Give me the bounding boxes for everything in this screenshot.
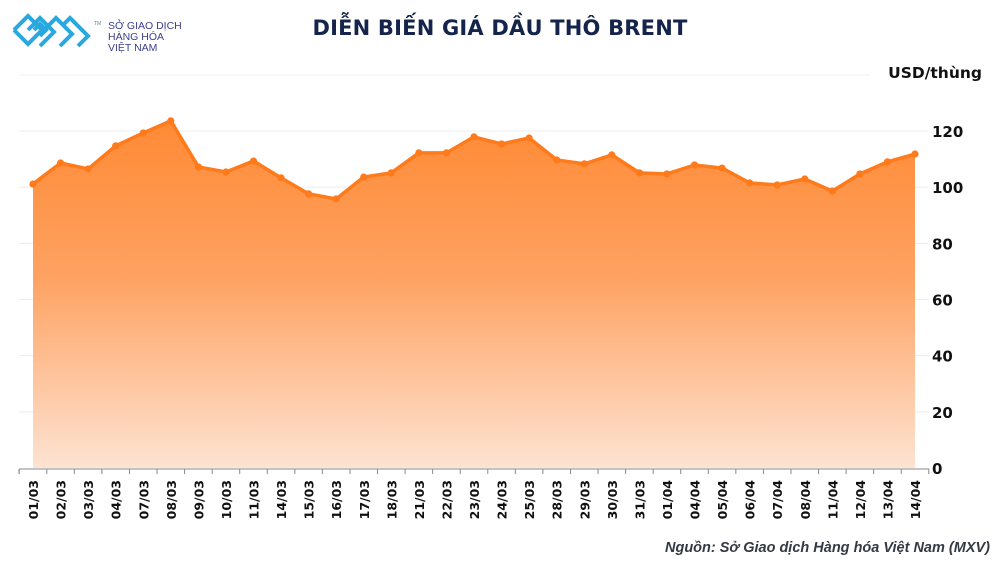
data-point	[277, 174, 285, 182]
x-tick-label: 01/04	[660, 480, 675, 520]
area-fill	[33, 120, 915, 468]
trademark-label: TM	[94, 21, 102, 27]
y-tick-label: 100	[932, 179, 963, 197]
x-tick-label: 10/03	[219, 480, 234, 519]
y-axis: 0 20 40 60 80 100 120	[932, 123, 963, 478]
y-tick-label: 20	[932, 404, 953, 422]
x-tick-label: 07/03	[136, 480, 151, 519]
source-note: Nguồn: Sở Giao dịch Hàng hóa Việt Nam (M…	[665, 540, 990, 556]
data-point	[828, 187, 836, 195]
logo-line-2: HÀNG HÓA	[108, 31, 165, 43]
x-tick-label: 06/04	[743, 480, 758, 520]
data-point	[112, 142, 120, 150]
data-point	[84, 165, 92, 173]
x-tick-label: 29/03	[577, 480, 592, 519]
x-tick-label: 01/03	[26, 480, 41, 519]
data-point	[139, 129, 147, 137]
data-point	[635, 169, 643, 177]
data-point	[222, 168, 230, 176]
data-point	[856, 170, 864, 178]
x-tick-label: 30/03	[605, 480, 620, 519]
data-point	[29, 180, 37, 188]
x-tick-label: 24/03	[495, 480, 510, 519]
data-point	[56, 159, 65, 167]
y-axis-unit-label: USD/thùng	[888, 64, 982, 82]
x-tick-label: 11/04	[825, 480, 840, 520]
x-tick-label: 08/03	[164, 480, 179, 519]
x-tick-label: 04/03	[109, 480, 124, 519]
x-tick-label: 13/04	[880, 480, 895, 520]
x-tick-label: 25/03	[522, 480, 537, 519]
data-point	[387, 169, 395, 177]
x-tick-label: 14/04	[908, 480, 923, 520]
data-point	[801, 175, 809, 183]
data-point	[608, 151, 616, 159]
data-point	[553, 156, 561, 164]
data-point	[525, 134, 533, 142]
x-tick-label: 21/03	[412, 480, 427, 519]
data-point	[167, 117, 175, 125]
data-point	[442, 149, 451, 157]
data-point	[746, 179, 754, 187]
x-tick-label: 07/04	[770, 480, 785, 520]
chart-title: DIỄN BIẾN GIÁ DẦU THÔ BRENT	[312, 16, 688, 40]
mxv-logo: TM SỞ GIAO DỊCH HÀNG HÓA VIỆT NAM	[10, 10, 200, 54]
logo-line-3: VIỆT NAM	[108, 42, 158, 54]
logo-line-1: SỞ GIAO DỊCH	[108, 20, 182, 32]
logo-mark-icon	[12, 13, 91, 48]
x-tick-label: 05/04	[715, 480, 730, 520]
x-tick-label: 17/03	[357, 480, 372, 519]
x-tick-label: 09/03	[191, 480, 206, 519]
data-point	[883, 158, 892, 166]
data-point	[690, 161, 699, 169]
data-point	[360, 173, 368, 181]
y-tick-label: 120	[932, 123, 963, 141]
x-tick-label: 02/03	[54, 480, 69, 519]
data-point	[911, 150, 919, 158]
data-point	[470, 133, 478, 141]
x-tick-label: 08/04	[798, 480, 813, 520]
data-point	[497, 140, 506, 148]
y-tick-label: 60	[932, 292, 953, 310]
x-tick-label: 16/03	[329, 480, 344, 519]
data-point	[718, 164, 726, 172]
y-tick-label: 80	[932, 235, 953, 253]
x-tick-label: 28/03	[550, 480, 565, 519]
x-tick-label: 22/03	[439, 480, 454, 519]
y-tick-label: 40	[932, 348, 953, 366]
x-tick-label: 31/03	[632, 480, 647, 519]
logo-text: SỞ GIAO DỊCH HÀNG HÓA VIỆT NAM	[108, 21, 182, 54]
data-point	[194, 163, 202, 171]
data-point	[663, 170, 671, 178]
x-tick-label: 18/03	[384, 480, 399, 519]
data-points	[29, 117, 919, 203]
x-tick-label: 03/03	[81, 480, 96, 519]
data-point	[332, 195, 340, 203]
y-tick-label: 0	[932, 460, 942, 478]
data-point	[249, 157, 258, 165]
data-point	[415, 149, 423, 157]
x-axis: 01/03 02/03 03/03 04/03 07/03 08/03 09/03 10/03…	[18, 468, 930, 520]
x-tick-label: 12/04	[853, 480, 868, 520]
x-tick-label: 04/04	[688, 480, 703, 520]
x-tick-label: 11/03	[247, 480, 262, 519]
x-tick-label: 15/03	[302, 480, 317, 519]
x-tick-label: 23/03	[467, 480, 482, 519]
data-point	[773, 181, 781, 189]
data-point	[580, 160, 588, 168]
x-tick-label: 14/03	[274, 480, 289, 519]
data-point	[305, 190, 313, 198]
